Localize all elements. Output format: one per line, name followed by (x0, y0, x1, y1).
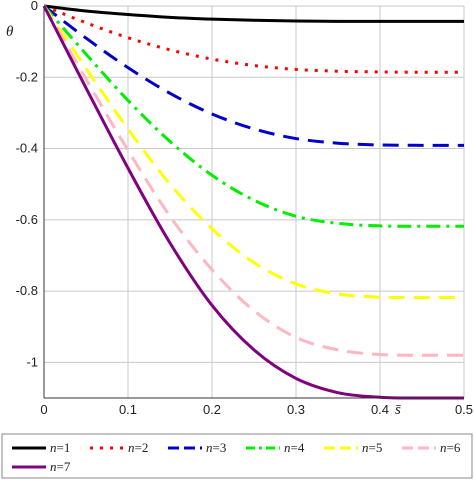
legend-label-n5: n=5 (362, 440, 382, 455)
series-line-n5 (42, 5, 465, 300)
legend-label-n2: n=2 (128, 440, 148, 455)
legend-box (1, 433, 473, 479)
legend-label-n6: n=6 (440, 440, 461, 455)
legend-label-var: n (50, 440, 57, 455)
series-line-n7 (42, 5, 465, 400)
x-tick-label: 0.1 (119, 402, 137, 417)
legend-label-value: =2 (135, 440, 149, 455)
y-tick-label: -0.2 (16, 69, 38, 84)
y-tick-label: -0.6 (16, 212, 38, 227)
legend-label-n7: n=7 (50, 459, 71, 474)
series-line-n4 (42, 5, 465, 228)
y-tick-label: -0.8 (16, 283, 38, 298)
legend-label-n1: n=1 (50, 440, 70, 455)
series-line-n2 (43, 4, 465, 74)
legend-label-var: n (50, 459, 57, 474)
x-tick-label: 0.5 (455, 402, 473, 417)
legend-label-var: n (440, 440, 447, 455)
legend-label-var: n (284, 440, 291, 455)
series-line-n1 (43, 4, 464, 23)
legend-label-value: =3 (213, 440, 227, 455)
legend-label-value: =6 (447, 440, 461, 455)
grid-lines (43, 5, 465, 398)
x-tick-label: 0.4 (371, 402, 389, 417)
y-tick-label: -1 (26, 354, 38, 369)
tick-labels: 0 0.1 0.2 0.3 0.4 0.5 0 -0.2 -0.4 -0.6 -0.8 -1 (16, 0, 473, 417)
legend-label-n4: n=4 (284, 440, 305, 455)
legend-label-value: =1 (57, 440, 71, 455)
legend-label-value: =7 (57, 459, 71, 474)
x-axis-label: s̄ (395, 402, 401, 418)
legend-label-value: =4 (291, 440, 305, 455)
series-line-n3 (43, 4, 465, 147)
x-tick-label: 0.2 (203, 402, 221, 417)
y-tick-label: -0.4 (16, 141, 38, 156)
legend-label-var: n (362, 440, 369, 455)
legend: n=1 n=2 n=3 n=4 n=5 n=6n=7 (1, 433, 473, 479)
axes (43, 6, 464, 399)
series-layer (42, 4, 465, 400)
legend-label-var: n (206, 440, 213, 455)
x-tick-label: 0.3 (287, 402, 305, 417)
series-line-n6 (42, 5, 465, 357)
legend-label-n3: n=3 (206, 440, 226, 455)
legend-label-var: n (128, 440, 135, 455)
y-axis-label: θ (6, 24, 14, 40)
x-tick-label: 0 (40, 402, 47, 417)
y-tick-label: 0 (31, 0, 38, 13)
legend-label-value: =5 (369, 440, 383, 455)
